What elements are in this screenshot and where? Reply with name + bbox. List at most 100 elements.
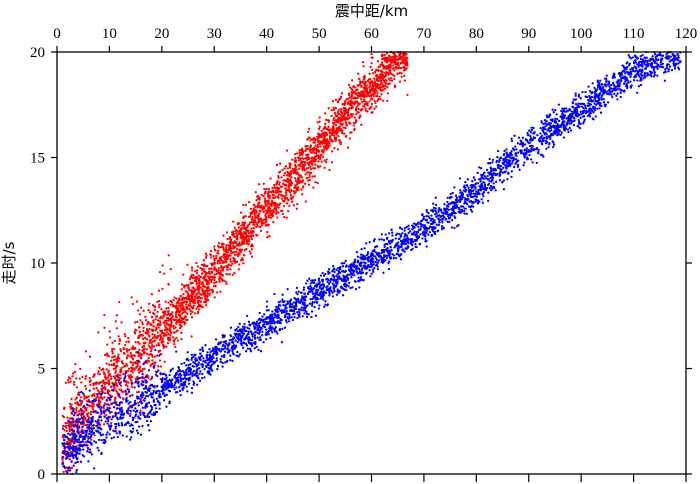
- data-point: [233, 253, 237, 256]
- data-point: [352, 91, 355, 94]
- data-point: [279, 304, 282, 307]
- data-point: [337, 128, 341, 131]
- data-point: [616, 98, 619, 101]
- data-point: [195, 307, 198, 310]
- data-point: [309, 167, 313, 171]
- data-point: [108, 389, 111, 393]
- data-point: [74, 455, 78, 458]
- data-point: [369, 65, 372, 69]
- data-point: [133, 399, 137, 403]
- data-point: [81, 413, 84, 416]
- data-point: [375, 82, 379, 86]
- data-point: [277, 176, 280, 179]
- data-point: [187, 304, 191, 307]
- data-point: [179, 307, 183, 310]
- data-point: [238, 230, 241, 233]
- data-point: [327, 107, 330, 110]
- data-point: [146, 405, 149, 408]
- data-point: [200, 272, 204, 275]
- data-point: [385, 79, 388, 82]
- data-point: [323, 147, 326, 150]
- data-point: [664, 68, 667, 71]
- data-point: [443, 203, 446, 206]
- data-point: [215, 268, 218, 272]
- data-point: [611, 95, 614, 99]
- data-point: [474, 187, 477, 190]
- data-point: [83, 394, 86, 398]
- data-point: [587, 102, 590, 105]
- data-point: [221, 279, 224, 283]
- data-point: [253, 334, 257, 337]
- data-point: [75, 396, 79, 399]
- data-point: [262, 323, 265, 327]
- data-point: [114, 371, 117, 375]
- data-point: [127, 348, 131, 352]
- data-point: [296, 202, 299, 206]
- data-point: [190, 273, 194, 277]
- data-point: [281, 168, 284, 172]
- data-point: [526, 131, 529, 135]
- data-point: [162, 321, 165, 324]
- data-point: [197, 290, 200, 293]
- data-point: [113, 339, 117, 343]
- data-point: [257, 221, 260, 224]
- data-point: [83, 417, 86, 420]
- data-point: [301, 165, 304, 168]
- data-point: [372, 263, 375, 266]
- data-point: [63, 466, 67, 469]
- data-point: [153, 364, 156, 367]
- data-point: [152, 345, 156, 348]
- data-point: [147, 344, 150, 347]
- data-point: [247, 243, 250, 246]
- data-point: [248, 250, 251, 253]
- data-point: [309, 139, 312, 142]
- data-point: [331, 270, 334, 273]
- data-point: [298, 148, 301, 152]
- data-point: [96, 372, 100, 375]
- data-point: [387, 77, 391, 80]
- data-point: [187, 382, 191, 385]
- data-point: [157, 334, 160, 338]
- data-point: [327, 144, 330, 147]
- data-point: [229, 268, 232, 271]
- data-point: [325, 118, 328, 122]
- data-point: [232, 242, 235, 245]
- data-point: [323, 159, 326, 162]
- data-point: [317, 135, 320, 138]
- data-point: [383, 80, 386, 83]
- data-point: [434, 203, 438, 207]
- data-point: [382, 254, 386, 257]
- data-point: [161, 338, 164, 342]
- data-point: [285, 202, 289, 205]
- data-point: [377, 85, 380, 88]
- data-point: [273, 186, 276, 189]
- data-point: [531, 161, 534, 164]
- data-point: [624, 66, 628, 69]
- data-point: [231, 262, 234, 265]
- data-point: [332, 124, 335, 128]
- data-point: [308, 173, 311, 177]
- data-point: [357, 72, 360, 75]
- data-point: [161, 372, 165, 376]
- data-point: [145, 352, 149, 355]
- data-point: [362, 98, 366, 101]
- data-point: [149, 353, 152, 356]
- data-point: [200, 297, 203, 300]
- data-point: [160, 308, 163, 311]
- data-point: [282, 182, 285, 186]
- data-point: [544, 142, 548, 145]
- data-point: [103, 392, 107, 395]
- data-point: [358, 91, 361, 94]
- data-point: [212, 268, 215, 271]
- data-point: [266, 211, 270, 214]
- data-point: [491, 161, 494, 164]
- data-point: [502, 179, 506, 182]
- series-2: [61, 50, 682, 474]
- data-point: [152, 325, 156, 328]
- data-point: [386, 82, 390, 86]
- data-point: [290, 170, 293, 173]
- data-point: [169, 334, 172, 337]
- data-point: [234, 260, 237, 263]
- data-point: [146, 424, 150, 427]
